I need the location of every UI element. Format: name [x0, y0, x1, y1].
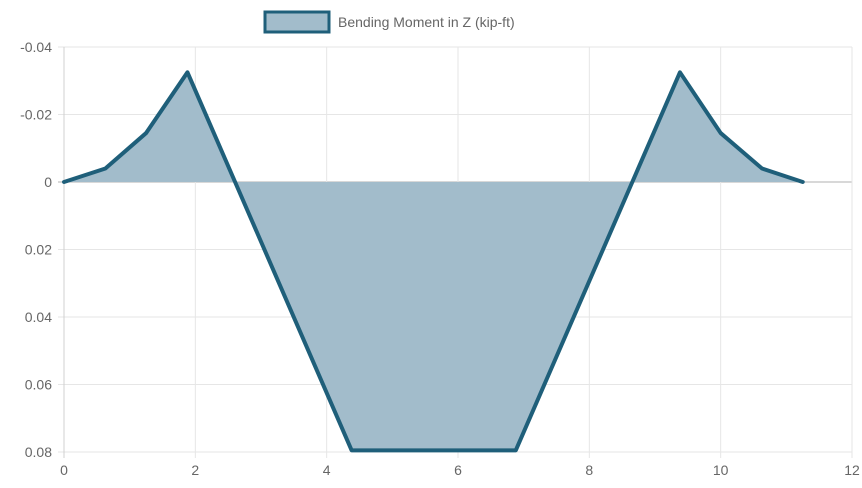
y-tick-label: 0.02	[25, 242, 52, 258]
x-axis-ticks: 0 2 4 6 8 10 12	[60, 462, 860, 478]
y-tick-label: 0.06	[25, 377, 52, 393]
legend-label[interactable]: Bending Moment in Z (kip-ft)	[338, 14, 515, 30]
data-point	[185, 70, 189, 74]
x-tick-label: 8	[585, 462, 593, 478]
x-tick-label: 0	[60, 462, 68, 478]
x-tick-label: 4	[323, 462, 331, 478]
series-layer	[62, 70, 805, 453]
data-point	[62, 180, 66, 184]
series-area	[64, 72, 803, 451]
x-tick-label: 6	[454, 462, 462, 478]
y-tick-label: 0	[44, 174, 52, 190]
y-axis-ticks: -0.04 -0.02 0 0.02 0.04 0.06 0.08	[20, 39, 52, 460]
series-line	[62, 70, 805, 453]
data-point	[103, 167, 107, 170]
legend-swatch[interactable]	[263, 10, 331, 34]
x-tick-label: 10	[713, 462, 729, 478]
data-point	[760, 167, 764, 170]
y-tick-label: -0.04	[20, 39, 52, 55]
legend[interactable]: Bending Moment in Z (kip-ft)	[263, 10, 515, 34]
x-tick-label: 12	[844, 462, 860, 478]
data-point	[514, 448, 518, 452]
data-point	[801, 180, 805, 184]
y-tick-label: 0.04	[25, 309, 52, 325]
y-tick-label: 0.08	[25, 444, 52, 460]
data-point	[678, 70, 682, 74]
data-point	[719, 131, 723, 135]
y-tick-label: -0.02	[20, 107, 52, 123]
x-tick-label: 2	[191, 462, 199, 478]
data-point	[350, 448, 354, 452]
data-point	[144, 131, 148, 135]
